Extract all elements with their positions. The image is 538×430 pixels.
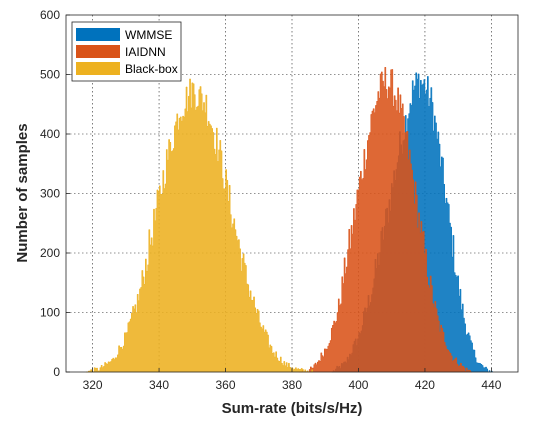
legend: WMMSE IAIDNN Black-box [71,21,182,82]
y-axis-label: Number of samples [14,123,31,262]
legend-swatch [76,62,120,75]
x-tick-label: 360 [216,378,236,392]
axis-ticks: 320 340 360 380 400 420 440 0 100 200 300 400 500 600 [40,8,502,392]
y-tick-label: 200 [40,246,60,260]
y-tick-label: 600 [40,8,60,22]
y-tick-label: 500 [40,68,60,82]
series-black-box [85,78,314,373]
x-tick-label: 440 [481,378,501,392]
legend-label: WMMSE [125,28,172,42]
y-tick-label: 400 [40,127,60,141]
histogram-bars [85,78,314,373]
legend-swatch [76,45,120,58]
x-tick-label: 320 [83,378,103,392]
histogram-bars [298,67,472,373]
series-iaidnn [298,67,472,373]
y-tick-label: 100 [40,306,60,320]
legend-swatch [76,28,120,41]
series-layer [85,67,493,373]
y-tick-label: 300 [40,187,60,201]
x-tick-label: 420 [415,378,435,392]
x-tick-label: 340 [149,378,169,392]
x-axis-label: Sum-rate (bits/s/Hz) [222,400,363,417]
legend-label: IAIDNN [125,45,166,59]
legend-label: Black-box [125,62,178,76]
x-tick-label: 400 [348,378,368,392]
y-tick-label: 0 [53,365,60,379]
x-tick-label: 380 [282,378,302,392]
